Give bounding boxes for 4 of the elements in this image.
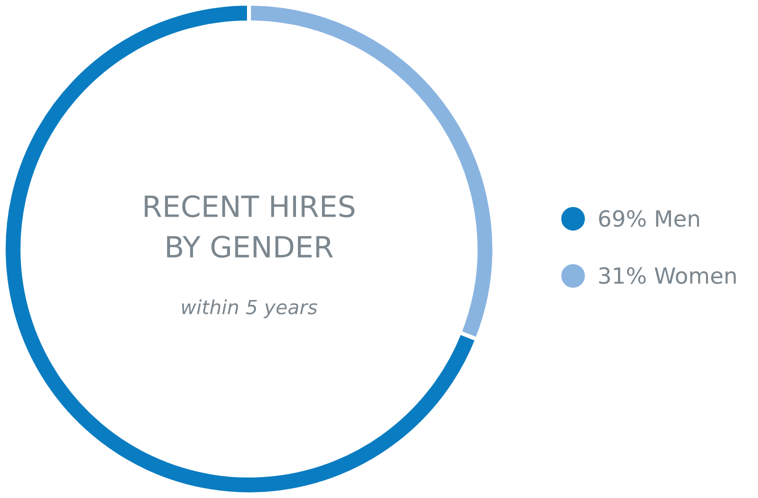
legend-label: 69% Men xyxy=(599,210,700,227)
text: within 5 years xyxy=(182,299,318,318)
text: RECENT HIRES BY GENDER xyxy=(144,195,354,258)
legend-label: 31% Women xyxy=(599,267,736,284)
